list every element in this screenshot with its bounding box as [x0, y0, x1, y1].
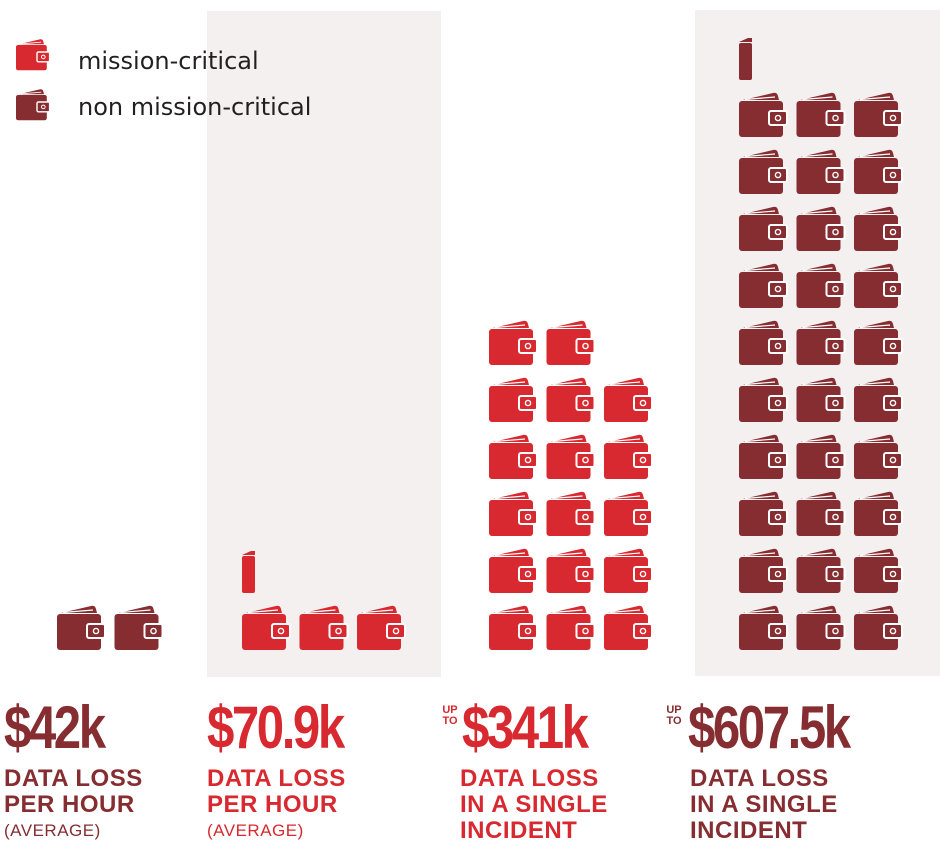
wallet-icon	[114, 605, 164, 650]
wallet-icon	[739, 605, 788, 650]
wallet-icon	[546, 377, 596, 422]
wallet-icon	[489, 605, 538, 650]
caption-line: IN A SINGLE	[690, 791, 838, 818]
wallet-icon	[796, 92, 846, 137]
wallet-icon	[242, 605, 291, 650]
wallet-icon	[546, 320, 596, 365]
wallet-icon	[546, 548, 596, 593]
wallet-icon	[796, 377, 846, 422]
wallet-icon	[854, 263, 903, 308]
legend-wallet-icon	[16, 89, 51, 121]
qualifier-label: (AVERAGE)	[4, 821, 101, 840]
wallet-icon	[489, 377, 538, 422]
up-to-label: UP TO	[666, 704, 682, 727]
wallet-icon	[489, 320, 538, 365]
wallet-icon	[604, 605, 653, 650]
wallet-icon	[854, 605, 903, 650]
wallet-icon	[739, 92, 788, 137]
wallet-icon	[796, 206, 846, 251]
wallet-icon	[489, 434, 538, 479]
wallet-icon	[854, 434, 903, 479]
qualifier-label: (AVERAGE)	[207, 821, 304, 840]
wallet-icon	[796, 548, 846, 593]
caption-line: INCIDENT	[460, 817, 578, 844]
wallet-icon	[739, 548, 788, 593]
wallet-icon-partial	[739, 38, 752, 80]
caption-line: PER HOUR	[4, 791, 135, 818]
wallet-icon	[739, 263, 788, 308]
wallet-icon	[604, 377, 653, 422]
wallet-icon	[739, 206, 788, 251]
caption-line: IN A SINGLE	[460, 791, 608, 818]
amount-label: $607.5k	[688, 694, 851, 761]
caption-line: PER HOUR	[207, 791, 338, 818]
wallet-icon	[546, 434, 596, 479]
wallet-icon	[604, 434, 653, 479]
wallet-icon	[854, 377, 903, 422]
wallet-icon	[796, 605, 846, 650]
caption-line: DATA LOSS	[207, 765, 346, 792]
legend-icons	[16, 39, 51, 121]
amount-label: $70.9k	[207, 694, 345, 761]
caption-line: DATA LOSS	[4, 765, 143, 792]
wallet-icon	[796, 263, 846, 308]
wallet-icon	[854, 320, 903, 365]
wallet-icon	[854, 149, 903, 194]
caption-line: INCIDENT	[690, 817, 808, 844]
wallet-icon	[796, 434, 846, 479]
legend-label-non-mission-critical: non mission-critical	[78, 93, 312, 121]
wallet-icon	[546, 605, 596, 650]
caption-line: DATA LOSS	[690, 765, 829, 792]
wallet-icon	[854, 491, 903, 536]
wallet-icon	[546, 491, 596, 536]
wallet-icon	[796, 491, 846, 536]
wallet-icon	[489, 548, 538, 593]
wallet-icon	[739, 320, 788, 365]
wallet-icon	[489, 491, 538, 536]
wallet-icon	[299, 605, 349, 650]
wallet-icon	[739, 149, 788, 194]
wallet-icon	[796, 149, 846, 194]
wallet-icons	[57, 38, 903, 650]
amount-label: $42k	[4, 694, 106, 761]
wallet-icon	[739, 377, 788, 422]
wallet-icon	[604, 491, 653, 536]
amount-label: $341k	[462, 694, 589, 761]
wallet-icon	[854, 548, 903, 593]
up-to-label: UP TO	[442, 704, 458, 727]
wallet-icon	[357, 605, 406, 650]
wallet-icon	[739, 434, 788, 479]
legend-label-mission-critical: mission-critical	[78, 47, 259, 75]
wallet-icon	[739, 491, 788, 536]
wallet-icon	[57, 605, 106, 650]
wallet-icon	[854, 206, 903, 251]
caption-line: DATA LOSS	[460, 765, 599, 792]
wallet-icon	[604, 548, 653, 593]
wallet-icon-partial	[242, 551, 255, 593]
legend-wallet-icon	[16, 39, 51, 71]
wallet-icon	[796, 320, 846, 365]
wallet-icon	[854, 92, 903, 137]
